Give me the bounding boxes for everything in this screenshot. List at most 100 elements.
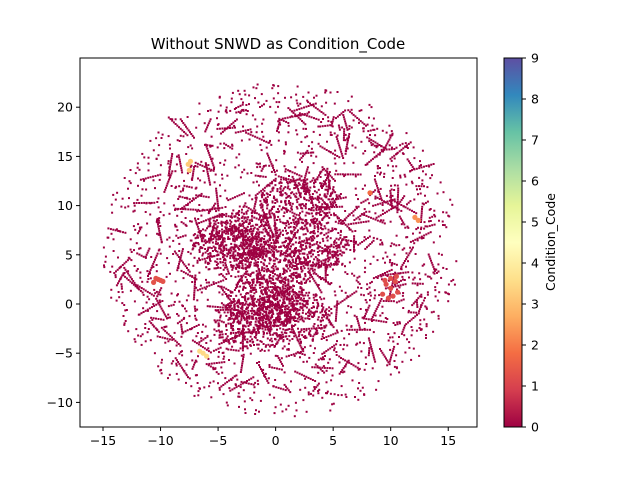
data-point [236,195,239,198]
data-point [268,213,271,216]
data-point [205,240,208,243]
data-point [241,171,244,174]
data-point [133,209,136,212]
data-point [198,210,201,212]
data-point [222,264,225,267]
data-point [255,231,258,234]
data-point [218,336,221,339]
data-point [269,229,272,232]
data-point [419,306,422,309]
data-point [139,289,142,292]
data-point [323,297,326,300]
data-point [298,203,301,206]
data-point [285,264,288,267]
data-point [412,278,415,281]
data-point [410,164,413,166]
data-point [241,345,244,348]
data-point [195,325,198,327]
data-point [332,178,335,181]
data-point [221,293,224,296]
data-point [299,352,302,355]
data-point [194,276,197,279]
data-point [149,139,152,142]
data-point [295,115,298,118]
data-point [263,139,265,142]
data-point [181,250,184,253]
data-point [348,227,351,230]
data-point [244,238,246,241]
data-point [269,227,272,230]
data-point [396,184,399,187]
data-point [304,181,307,184]
data-point [203,286,206,289]
data-point [266,379,269,382]
data-point [251,257,253,260]
data-point [164,325,167,328]
data-point [223,231,226,234]
data-point [381,273,384,275]
data-point [253,226,256,229]
data-point [224,244,227,247]
data-point [111,211,114,214]
data-point [393,198,396,201]
data-point [181,206,184,209]
data-point [364,299,367,301]
data-point [305,105,308,108]
data-point [241,362,244,365]
data-point [210,396,213,399]
data-point [237,219,240,222]
data-point [309,151,312,154]
data-point [297,274,300,277]
data-point [276,317,279,320]
data-point [402,221,405,224]
data-point [252,229,255,232]
data-point [287,209,290,212]
data-point [271,253,274,256]
data-point [239,104,242,107]
data-point [265,222,268,225]
data-point [220,342,223,345]
data-point [374,360,377,363]
data-point [357,205,360,208]
data-point [175,252,178,255]
data-point [210,283,213,286]
data-point [247,258,250,261]
data-point [412,302,415,305]
data-point [360,213,363,216]
data-point [221,224,224,227]
data-point [450,280,453,283]
data-point [297,187,300,190]
data-point [158,221,161,224]
data-point [312,204,314,207]
data-point [376,259,379,262]
data-point [336,217,339,220]
data-point [232,339,235,342]
data-point [243,318,246,321]
data-point [336,340,338,343]
data-point [152,179,155,182]
data-point [363,123,366,126]
data-point [141,280,144,283]
data-point [372,128,375,131]
data-point [174,123,177,125]
data-point [372,255,375,258]
data-point [240,139,243,142]
data-point [243,310,246,312]
data-point [248,261,251,264]
data-point [253,210,256,213]
data-point [235,111,238,114]
data-point [188,185,191,188]
data-point [321,203,324,206]
data-point [255,217,258,220]
data-point [280,178,283,181]
data-point [411,209,413,212]
data-point [362,294,365,297]
data-point [389,245,392,248]
data-point [283,152,286,155]
data-point [282,338,285,341]
data-point [303,196,306,199]
data-point [331,122,334,125]
data-point [298,174,301,177]
data-point [402,262,405,264]
data-point [154,292,157,295]
